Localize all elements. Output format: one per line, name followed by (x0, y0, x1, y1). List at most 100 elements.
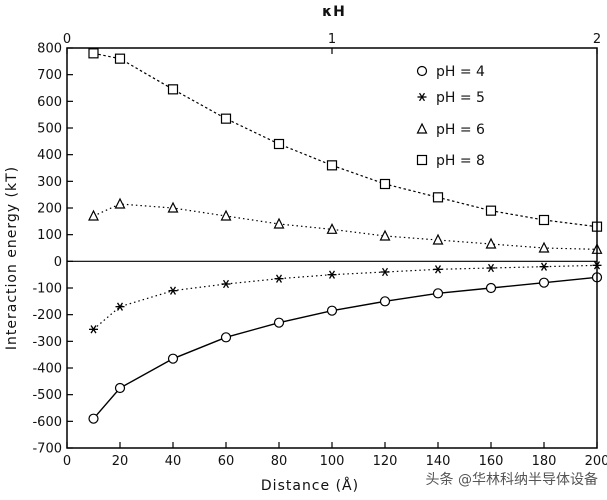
legend-item: pH = 4 (416, 64, 485, 80)
y-tick-label: -700 (32, 442, 62, 457)
y-tick-label: 800 (37, 42, 62, 57)
data-point (326, 160, 338, 171)
data-point (433, 265, 443, 274)
data-point (273, 217, 285, 229)
legend-label: pH = 5 (436, 90, 485, 106)
legend-label: pH = 4 (436, 64, 485, 80)
asterisk-stroke (434, 265, 442, 274)
y-tick-label: 200 (37, 202, 62, 217)
y-tick-label: -500 (32, 388, 62, 403)
data-point (220, 332, 232, 343)
asterisk-stroke (487, 263, 495, 273)
data-point (114, 197, 126, 209)
asterisk-stroke (169, 286, 177, 295)
data-point (326, 305, 338, 316)
x-tick-label: 80 (271, 454, 288, 469)
y-tick-label: 600 (37, 95, 62, 110)
y-axis-title: Interaction energy (kT) (4, 166, 20, 350)
asterisk-stroke (381, 267, 389, 277)
data-point (538, 214, 550, 226)
asterisk-stroke (418, 92, 426, 102)
data-point (485, 205, 497, 216)
x-tick-label: 0 (63, 454, 71, 469)
data-point (167, 353, 179, 364)
x-tick-label: 60 (218, 454, 235, 469)
x-axis-title: Distance (Å) (261, 477, 359, 494)
x-tick-label: 40 (165, 454, 182, 469)
asterisk-stroke (116, 302, 124, 311)
axes-layer: 0 20 40 60 80 100 120 140 160 180 2008007006005004… (32, 32, 607, 469)
series-circle (88, 272, 603, 424)
data-point (379, 229, 391, 241)
data-point (538, 241, 550, 253)
data-point (274, 274, 284, 283)
data-point (88, 209, 99, 221)
legend-label: pH = 6 (436, 122, 485, 138)
data-point (88, 48, 99, 59)
y-tick-label: 400 (37, 148, 62, 163)
legend-item: pH = 6 (416, 122, 485, 138)
data-point (432, 233, 444, 245)
data-point (327, 270, 337, 279)
data-point (88, 413, 99, 424)
legend-marker (417, 92, 427, 102)
data-point (89, 325, 98, 334)
top-axis-title: κH (322, 4, 346, 20)
data-point (220, 113, 232, 124)
data-point (379, 178, 391, 190)
series-square (88, 48, 603, 232)
series-layer (88, 48, 603, 424)
data-point (432, 192, 444, 203)
data-point (167, 84, 179, 95)
top-tick-label: 1 (328, 32, 336, 47)
legend-marker (416, 154, 428, 166)
y-tick-label: -100 (32, 282, 62, 297)
series-triangle (88, 197, 603, 254)
y-tick-label: -400 (32, 362, 62, 377)
data-point (539, 262, 549, 271)
legend-item: pH = 5 (417, 90, 485, 106)
data-point (273, 138, 285, 150)
data-point (485, 282, 497, 294)
x-tick-label: 20 (112, 454, 129, 469)
data-point (167, 201, 179, 213)
legend-item: pH = 8 (416, 153, 485, 169)
asterisk-stroke (222, 279, 230, 289)
legend-marker (416, 122, 428, 134)
legend: pH = 4 pH = 5 pH = 6 pH = 8 (416, 64, 485, 169)
data-point (485, 237, 497, 249)
watermark: 头条 @华林科纳半导体设备 (426, 471, 598, 488)
x-tick-label: 160 (479, 454, 504, 469)
data-point (114, 382, 126, 394)
y-tick-label: 0 (54, 255, 62, 270)
data-point (168, 286, 178, 295)
y-tick-label: -200 (32, 308, 62, 323)
x-tick-label: 140 (426, 454, 451, 469)
asterisk-stroke (328, 270, 336, 279)
x-tick-label: 180 (532, 454, 557, 469)
top-tick-label: 2 (593, 32, 601, 47)
top-tick-label: 0 (63, 32, 71, 47)
data-point (538, 277, 550, 288)
series-asterisk (89, 261, 602, 334)
data-point (326, 222, 338, 234)
asterisk-stroke (90, 325, 97, 334)
asterisk-stroke (275, 274, 283, 283)
x-tick-label: 100 (320, 454, 345, 469)
data-point (380, 267, 390, 277)
data-point (114, 53, 126, 64)
x-tick-label: 120 (373, 454, 398, 469)
data-point (221, 279, 231, 289)
data-point (432, 288, 444, 299)
legend-marker (416, 65, 428, 77)
asterisk-stroke (540, 262, 548, 271)
y-tick-label: -300 (32, 335, 62, 350)
y-tick-label: 500 (37, 122, 62, 137)
data-point (115, 302, 125, 311)
data-point (486, 263, 496, 273)
y-tick-label: 100 (37, 228, 62, 243)
y-tick-label: -600 (32, 415, 62, 430)
y-tick-label: 300 (37, 175, 62, 190)
